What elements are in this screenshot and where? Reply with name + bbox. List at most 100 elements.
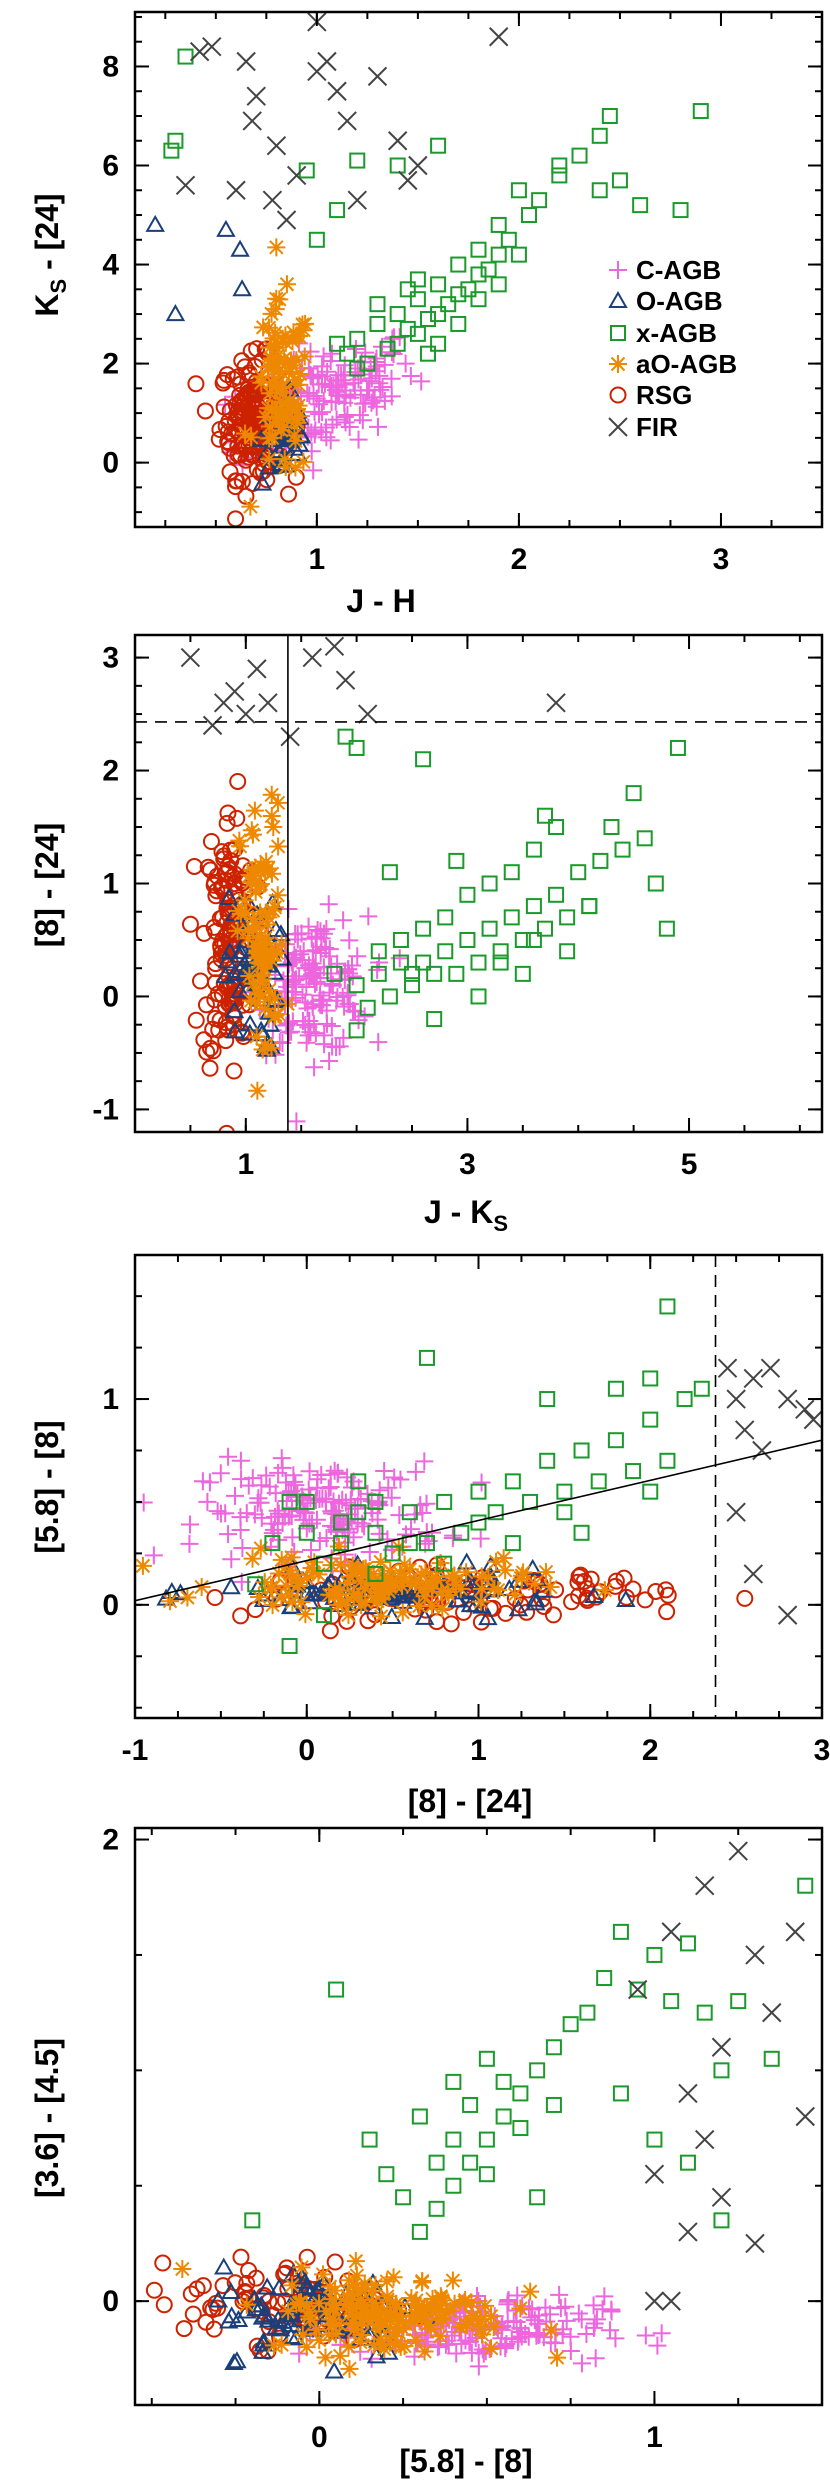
ao-agb-point (329, 1537, 348, 1556)
ao-agb-point (394, 2320, 413, 2339)
ao-agb-point (255, 1035, 274, 1054)
c-agb-point (525, 2311, 544, 2330)
x-agb-point (730, 1993, 747, 2010)
x-agb-point (359, 999, 376, 1016)
x-tick-label: 2 (511, 543, 528, 576)
ao-agb-point (292, 2258, 311, 2277)
x-agb-point (481, 875, 498, 892)
ao-agb-point (287, 351, 306, 370)
x-agb-point (167, 132, 184, 149)
legend-label-ao-agb: aO-AGB (636, 349, 737, 379)
ao-agb-point (366, 2275, 385, 2294)
fir-point (202, 715, 223, 736)
ao-agb-point (284, 323, 303, 342)
rsg-point (187, 1011, 205, 1029)
ao-agb-point (268, 943, 287, 962)
x-agb-point (614, 841, 631, 858)
ao-agb-point (431, 2327, 450, 2346)
rsg-point (248, 461, 266, 479)
ao-agb-point (288, 413, 307, 432)
ao-agb-point (368, 2303, 387, 2322)
x-agb-point (642, 1370, 659, 1387)
ao-agb-point (237, 2295, 256, 2314)
o-agb-point (526, 1593, 546, 1611)
x-agb-point (514, 965, 531, 982)
ao-agb-point (433, 1599, 452, 1618)
fir-point (661, 1922, 681, 1942)
x-agb-point (601, 107, 618, 124)
fir-point (726, 1502, 746, 1522)
x-axis-title: [5.8] - [8] (399, 2443, 532, 2479)
y-tick-label: 2 (102, 348, 119, 381)
x-agb-point (478, 2131, 495, 2148)
o-agb-point (281, 2315, 301, 2333)
ao-agb-point (386, 2336, 405, 2355)
x-agb-point (470, 1483, 487, 1500)
ao-agb-point (309, 1565, 328, 1584)
fir-point (246, 86, 266, 106)
rsg-point (241, 443, 259, 461)
x-agb-point (448, 852, 465, 869)
x-agb-point (539, 1452, 556, 1469)
fir-point (337, 111, 357, 131)
x-agb-point (370, 965, 387, 982)
ao-agb-point (281, 1565, 300, 1584)
x-agb-point (264, 1535, 281, 1552)
x-axis-title: J - H (346, 583, 415, 619)
c-agb-point (585, 2314, 604, 2333)
ao-agb-point (272, 1550, 291, 1569)
axes: -1 0 1 2 3 0 1 (102, 1255, 830, 1767)
rsg-point (321, 1622, 339, 1640)
x-agb-point (440, 296, 457, 313)
c-agb-point (401, 367, 420, 386)
ao-agb-point (270, 383, 289, 402)
ao-agb-point (541, 1578, 560, 1597)
y-tick-label: 0 (102, 1589, 119, 1622)
o-agb-point (268, 441, 289, 459)
ao-agb-point (341, 1567, 360, 1586)
x-axis-title: [8] - [24] (408, 1783, 532, 1819)
x-agb-point (437, 909, 454, 926)
x-agb-point (460, 281, 477, 298)
x-agb-point (672, 202, 689, 219)
rsg-point (155, 2296, 173, 2314)
x-agb-point (612, 2085, 629, 2102)
y-tick-label: 8 (102, 50, 119, 83)
fir-point (398, 170, 418, 191)
ao-agb-point (346, 2252, 365, 2271)
x-agb-point (369, 315, 386, 332)
x-agb-point (404, 977, 421, 994)
series-o-agb-outliers (145, 214, 252, 322)
ao-agb-point (423, 1596, 442, 1615)
x-agb-point (419, 311, 436, 328)
ao-agb-point (285, 426, 304, 445)
x-agb-point (348, 1022, 365, 1039)
fir-point (276, 210, 297, 230)
x-agb-point (244, 2212, 261, 2229)
x-agb-point (659, 1452, 676, 1469)
x-agb-point (504, 1535, 521, 1552)
plot-frame (133, 1826, 824, 2407)
c-agb-point (308, 365, 327, 384)
ao-agb-point (280, 1585, 299, 1604)
o-agb-point (584, 1585, 604, 1603)
x-agb-point (525, 898, 542, 915)
x-agb-point (470, 1514, 487, 1531)
c-agb-point (231, 1521, 250, 1540)
c-agb-point (447, 2344, 466, 2363)
ao-agb-point (249, 953, 268, 972)
c-agb-point (502, 2330, 521, 2349)
c-agb-point (528, 2314, 547, 2333)
x-agb-point (559, 943, 576, 960)
x-agb-point (663, 1993, 680, 2010)
ao-agb-point (253, 1040, 272, 1059)
x-agb-point (676, 1391, 693, 1408)
fir-point (408, 155, 428, 176)
fir-point (367, 66, 388, 87)
fir-point (175, 175, 196, 196)
ao-agb-point (325, 2299, 344, 2318)
c-agb-point (340, 931, 359, 950)
legend-entry-o-agb: O-AGB (608, 286, 723, 316)
ao-agb-point (447, 1575, 465, 1594)
ao-agb-point (422, 1579, 441, 1598)
